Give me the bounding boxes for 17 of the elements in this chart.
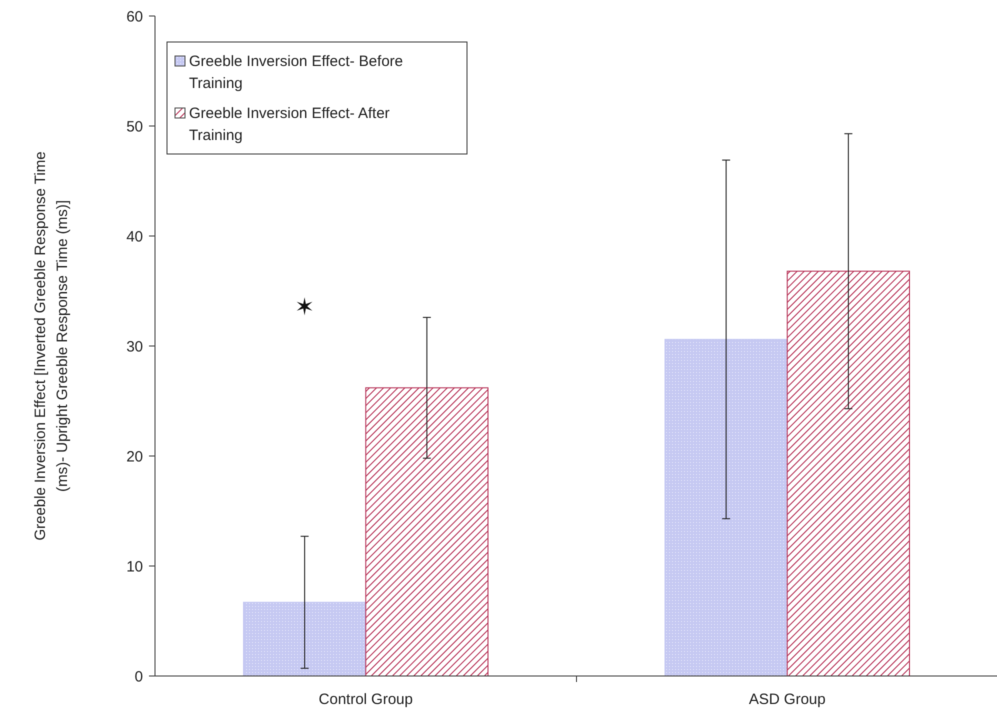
bar: [365, 387, 488, 676]
y-tick-label: 0: [134, 668, 143, 686]
y-tick-label: 60: [126, 8, 143, 26]
annotation: ✶: [294, 294, 315, 321]
y-tick-label: 50: [126, 118, 143, 136]
bar: [664, 338, 788, 676]
y-tick-label: 40: [126, 228, 143, 246]
y-axis-title: Greeble Inversion Effect [Inverted Greeble Response Time (ms)- Upright Greeble Response Time (ms)]: [32, 151, 71, 541]
bar: [786, 270, 910, 676]
x-tick-label: ASD Group: [748, 691, 826, 708]
legend-label: Greeble Inversion Effect- Before Training: [189, 53, 403, 92]
y-tick-label: 10: [126, 558, 143, 576]
legend-label: Greeble Inversion Effect- After Training: [189, 105, 390, 144]
x-tick-label: Control Group: [318, 691, 413, 708]
bar: [243, 602, 366, 676]
y-tick-label: 20: [126, 448, 143, 466]
y-tick-label: 30: [126, 338, 143, 356]
